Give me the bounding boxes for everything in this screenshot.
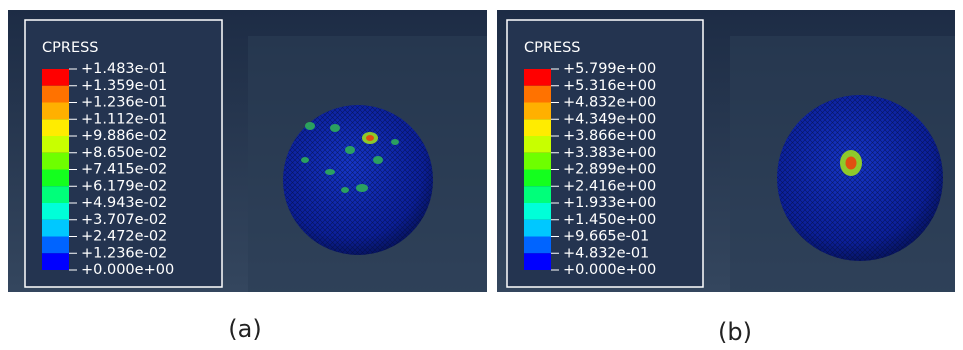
contact-spot <box>341 187 349 193</box>
legend-label: +4.943e-02 <box>81 195 167 211</box>
legend-label: +2.899e+00 <box>563 162 656 178</box>
figure: CPRESS +1.483e-01+1.359e-01+1.236e-01+1.1… <box>0 0 963 350</box>
legend-label: +7.415e-02 <box>81 162 167 178</box>
legend-swatch <box>524 186 551 203</box>
legend-label: +4.832e-01 <box>563 245 649 261</box>
legend-swatch <box>524 220 551 237</box>
legend-swatch <box>524 253 551 270</box>
legend-label: +1.112e-01 <box>81 111 167 127</box>
legend-label: +4.832e+00 <box>563 95 656 111</box>
contact-spot <box>325 169 335 175</box>
legend-swatch <box>42 253 69 270</box>
legend-label: +1.236e-02 <box>81 245 167 261</box>
legend-label: +8.650e-02 <box>81 145 167 161</box>
contact-spot <box>391 139 399 145</box>
model-mesh <box>777 95 943 261</box>
legend-swatch <box>42 103 69 120</box>
legend-swatch <box>42 186 69 203</box>
legend-label: +5.316e+00 <box>563 78 656 94</box>
legend-swatch <box>42 220 69 237</box>
contact-spot <box>373 156 383 164</box>
legend-swatch <box>524 170 551 187</box>
legend-swatch <box>42 69 69 86</box>
legend-swatch <box>42 237 69 254</box>
legend-label: +1.933e+00 <box>563 195 656 211</box>
caption: (b) <box>718 318 752 346</box>
legend-label: +0.000e+00 <box>81 262 174 278</box>
caption: (a) <box>228 315 261 343</box>
contact-spot <box>305 122 315 130</box>
legend-swatch <box>524 69 551 86</box>
legend-swatch <box>524 136 551 153</box>
legend-swatch <box>524 153 551 170</box>
legend-label: +1.450e+00 <box>563 212 656 228</box>
legend-label: +9.886e-02 <box>81 128 167 144</box>
panels: CPRESS +1.483e-01+1.359e-01+1.236e-01+1.1… <box>8 10 955 346</box>
legend-title: CPRESS <box>524 40 581 56</box>
legend-swatch <box>42 86 69 103</box>
legend-label: +2.472e-02 <box>81 229 167 245</box>
legend-label: +3.383e+00 <box>563 145 656 161</box>
legend-swatch <box>42 170 69 187</box>
legend-swatch <box>42 153 69 170</box>
legend-swatch <box>42 119 69 136</box>
legend-label: +9.665e-01 <box>563 229 649 245</box>
legend-label: +2.416e+00 <box>563 178 656 194</box>
legend-label: +4.349e+00 <box>563 111 656 127</box>
contact-spot <box>330 124 340 132</box>
legend-swatch <box>524 103 551 120</box>
legend-label: +3.707e-02 <box>81 212 167 228</box>
legend-label: +1.359e-01 <box>81 78 167 94</box>
panel: CPRESS +1.483e-01+1.359e-01+1.236e-01+1.1… <box>8 10 487 343</box>
legend-swatch <box>524 86 551 103</box>
legend-swatch <box>42 203 69 220</box>
legend-label: +6.179e-02 <box>81 178 167 194</box>
legend-swatch <box>524 237 551 254</box>
contact-spot-core <box>846 157 857 170</box>
contact-spot <box>356 184 368 192</box>
contact-spot <box>301 157 309 163</box>
legend-label: +0.000e+00 <box>563 262 656 278</box>
contact-spot-core <box>366 135 374 141</box>
legend-label: +3.866e+00 <box>563 128 656 144</box>
legend-swatch <box>42 136 69 153</box>
legend-label: +1.236e-01 <box>81 95 167 111</box>
panel: CPRESS +5.799e+00+5.316e+00+4.832e+00+4.3… <box>497 10 955 346</box>
legend-label: +1.483e-01 <box>81 61 167 77</box>
legend-swatch <box>524 203 551 220</box>
legend-swatch <box>524 119 551 136</box>
legend-label: +5.799e+00 <box>563 61 656 77</box>
contact-spot <box>345 146 355 154</box>
legend-title: CPRESS <box>42 40 99 56</box>
